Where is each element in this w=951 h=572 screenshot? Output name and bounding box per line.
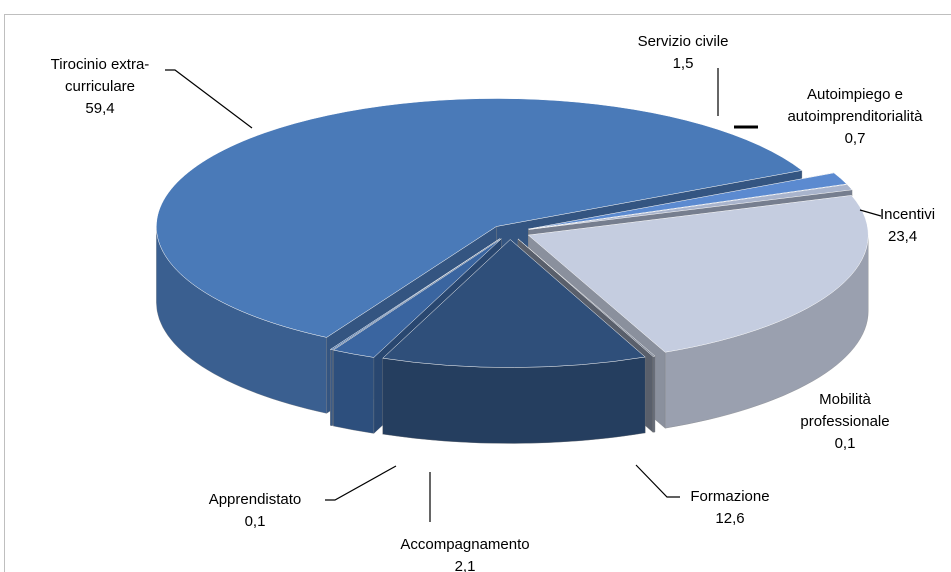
slice bbox=[156, 98, 803, 338]
leader-line bbox=[165, 69, 253, 129]
label: Servizio civile 1,5 bbox=[623, 31, 743, 75]
category-label: Apprendistato bbox=[208, 491, 302, 508]
slice bbox=[527, 195, 869, 353]
slices bbox=[156, 98, 869, 444]
slice-side bbox=[652, 355, 656, 433]
value-label: 59,4 bbox=[85, 100, 115, 117]
category-label: Mobilità professionale bbox=[800, 391, 890, 430]
value-label: 0,1 bbox=[834, 435, 856, 452]
leader-lines bbox=[165, 68, 882, 522]
category-label: Incentivi bbox=[880, 206, 936, 223]
chart-frame bbox=[4, 14, 951, 572]
value-label: 23,4 bbox=[888, 228, 918, 245]
slice-side bbox=[330, 349, 333, 427]
slice bbox=[332, 238, 502, 358]
category-label: Tirocinio extra-curriculare bbox=[50, 56, 150, 95]
label: Tirocinio extra-curriculare 59,4 bbox=[35, 54, 165, 120]
category-label: Autoimpiego e autoimprenditorialità bbox=[787, 86, 923, 125]
value-label: 1,5 bbox=[672, 55, 694, 72]
category-label: Servizio civile bbox=[637, 33, 729, 50]
label: Mobilità professionale 0,1 bbox=[785, 389, 905, 455]
slice-side bbox=[333, 349, 374, 434]
slice bbox=[517, 238, 656, 357]
value-label: 0,1 bbox=[244, 513, 266, 530]
label: Autoimpiego e autoimprenditorialità 0,7 bbox=[760, 84, 950, 150]
label: Accompagnamento 2,1 bbox=[380, 534, 550, 572]
category-label: Accompagnamento bbox=[400, 536, 530, 553]
leader-line bbox=[859, 209, 882, 217]
leader-line bbox=[635, 464, 680, 498]
category-label: Formazione bbox=[690, 488, 770, 505]
value-label: 0,7 bbox=[844, 130, 866, 147]
slice bbox=[382, 239, 646, 368]
slice bbox=[528, 184, 853, 230]
leader-line bbox=[325, 465, 397, 501]
value-label: 12,6 bbox=[715, 510, 745, 527]
slice-side bbox=[382, 356, 646, 444]
slice bbox=[329, 238, 501, 351]
label: Incentivi 23,4 bbox=[880, 204, 951, 248]
slice bbox=[528, 172, 848, 230]
label: Apprendistato 0,1 bbox=[190, 489, 320, 533]
label: Formazione 12,6 bbox=[670, 486, 790, 530]
value-label: 2,1 bbox=[454, 558, 476, 572]
